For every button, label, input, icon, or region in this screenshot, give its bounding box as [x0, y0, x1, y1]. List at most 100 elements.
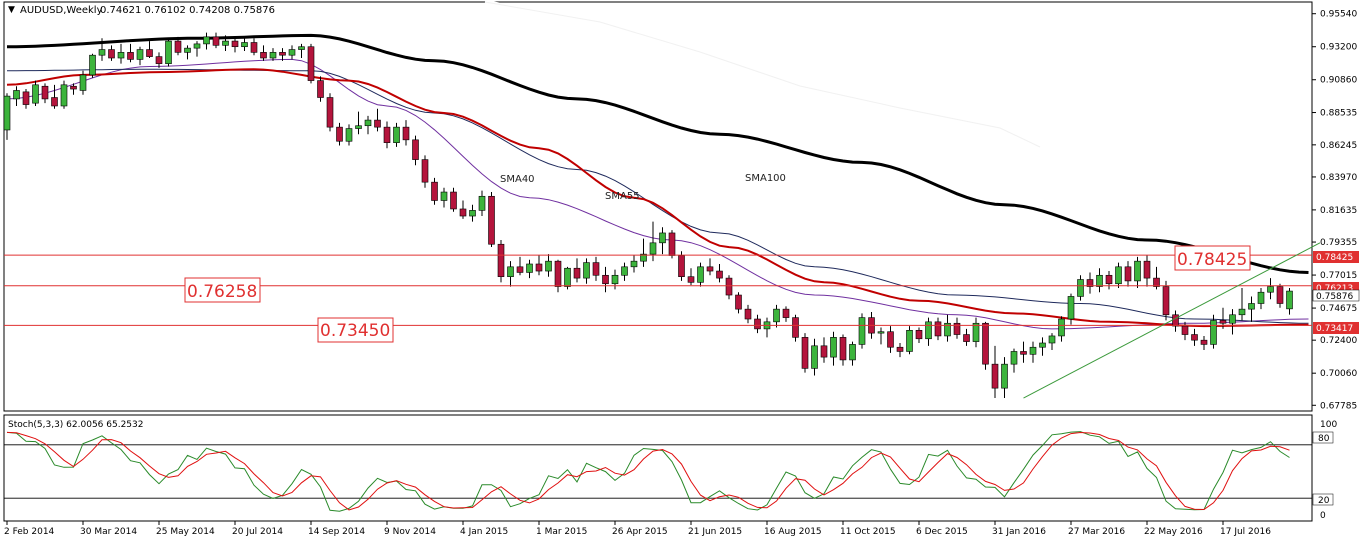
- candle-body: [1200, 339, 1208, 345]
- candle-body: [1210, 320, 1217, 345]
- candle-body: [412, 139, 419, 160]
- candle: [640, 238, 647, 267]
- price-tick-label: 0.86245: [1320, 141, 1357, 151]
- price-tag-076213-text: 0.76213: [1316, 284, 1353, 294]
- candle-body: [1134, 260, 1141, 282]
- candle-body: [535, 263, 543, 272]
- candle-body: [431, 181, 438, 201]
- level-box-076258[interactable]: 0.76258: [184, 277, 261, 303]
- moving-average-layer: [6, 0, 1309, 330]
- time-axis: 2 Feb 2014 30 Mar 2014 25 May 2014 20 Jul 2…: [4, 521, 1271, 537]
- candle-body: [203, 36, 210, 45]
- candle: [1086, 272, 1094, 294]
- candle: [668, 230, 676, 259]
- stoch-axis-100: 100: [1320, 420, 1337, 430]
- time-tick-label: 22 May 2016: [1144, 527, 1203, 537]
- candle: [79, 70, 87, 95]
- candle: [849, 341, 856, 366]
- candle-body: [934, 321, 942, 337]
- candle: [478, 190, 486, 217]
- sma55-label: SMA55: [605, 191, 640, 202]
- candle-body: [773, 308, 780, 323]
- level-box-073450-text: 0.73450: [320, 321, 390, 341]
- candle-body: [507, 266, 514, 277]
- stoch-axis-20: 20: [1318, 496, 1330, 506]
- candle-body: [1248, 303, 1255, 310]
- candle-body: [1229, 314, 1236, 324]
- time-tick-label: 25 May 2014: [156, 527, 215, 537]
- candle: [165, 38, 172, 67]
- candle: [963, 328, 970, 346]
- candle-body: [697, 266, 704, 283]
- candle: [402, 120, 410, 146]
- level-box-073450[interactable]: 0.73450: [317, 317, 394, 343]
- candle-body: [393, 126, 400, 143]
- candle-body: [820, 345, 828, 358]
- candle: [374, 108, 381, 132]
- candle: [117, 43, 125, 64]
- candle: [260, 45, 267, 61]
- chart-dropdown-icon[interactable]: ▼: [8, 5, 15, 15]
- candle: [1210, 314, 1217, 349]
- stoch-pane-frame: [3, 414, 1313, 522]
- candle: [231, 38, 239, 53]
- candle-body: [1020, 351, 1027, 355]
- stoch-main-line: [6, 431, 1290, 512]
- candle: [412, 135, 419, 166]
- candle: [1029, 341, 1037, 363]
- candle: [839, 334, 847, 366]
- candle: [1267, 278, 1274, 300]
- price-tick-label: 0.77015: [1320, 271, 1357, 281]
- price-tick-label: 0.70060: [1320, 369, 1357, 379]
- candle: [212, 32, 220, 49]
- candle: [421, 155, 429, 188]
- candle: [497, 240, 505, 283]
- candle-body: [953, 322, 961, 335]
- time-tick-label: 21 Jun 2015: [688, 527, 742, 537]
- candle: [906, 326, 913, 355]
- candle-body: [1048, 335, 1056, 344]
- candle-body: [459, 208, 467, 217]
- price-tick-label: 0.67785: [1320, 401, 1357, 411]
- candle-body: [706, 266, 714, 272]
- candle: [1286, 287, 1293, 315]
- candle-body: [526, 263, 533, 273]
- candle-body: [545, 260, 552, 272]
- ma-line-white-edge: [484, 1, 1041, 148]
- candle-body: [944, 322, 951, 337]
- candle: [545, 254, 552, 277]
- time-tick-label: 6 Dec 2015: [916, 527, 968, 537]
- candle-body: [193, 43, 201, 49]
- candle-body: [516, 266, 524, 273]
- candle-body: [450, 191, 457, 210]
- candle: [336, 122, 343, 146]
- candle-body: [165, 40, 172, 64]
- candle-body: [269, 52, 277, 59]
- candle: [792, 314, 799, 342]
- candle: [193, 41, 201, 57]
- candle-body: [1286, 290, 1293, 310]
- candle-body: [621, 266, 628, 276]
- level-box-078425[interactable]: 0.78425: [1174, 245, 1251, 271]
- candle: [1162, 280, 1170, 321]
- ma-line-red: [6, 68, 1309, 328]
- time-tick-label: 17 Jul 2016: [1220, 527, 1271, 537]
- candle: [716, 263, 723, 283]
- candle-body: [440, 191, 448, 201]
- candle: [1229, 309, 1236, 335]
- candle: [773, 304, 780, 328]
- candle-body: [1029, 346, 1037, 355]
- candle-body: [3, 95, 11, 131]
- candle: [744, 304, 752, 324]
- candle-body: [136, 49, 144, 60]
- candle-body: [849, 344, 856, 361]
- candle-body: [79, 74, 87, 91]
- candle: [393, 122, 400, 147]
- level-box-078425-text: 0.78425: [1177, 250, 1247, 270]
- candle: [621, 262, 628, 281]
- candle-body: [754, 318, 761, 330]
- candle-body: [735, 294, 742, 310]
- candle: [22, 89, 30, 109]
